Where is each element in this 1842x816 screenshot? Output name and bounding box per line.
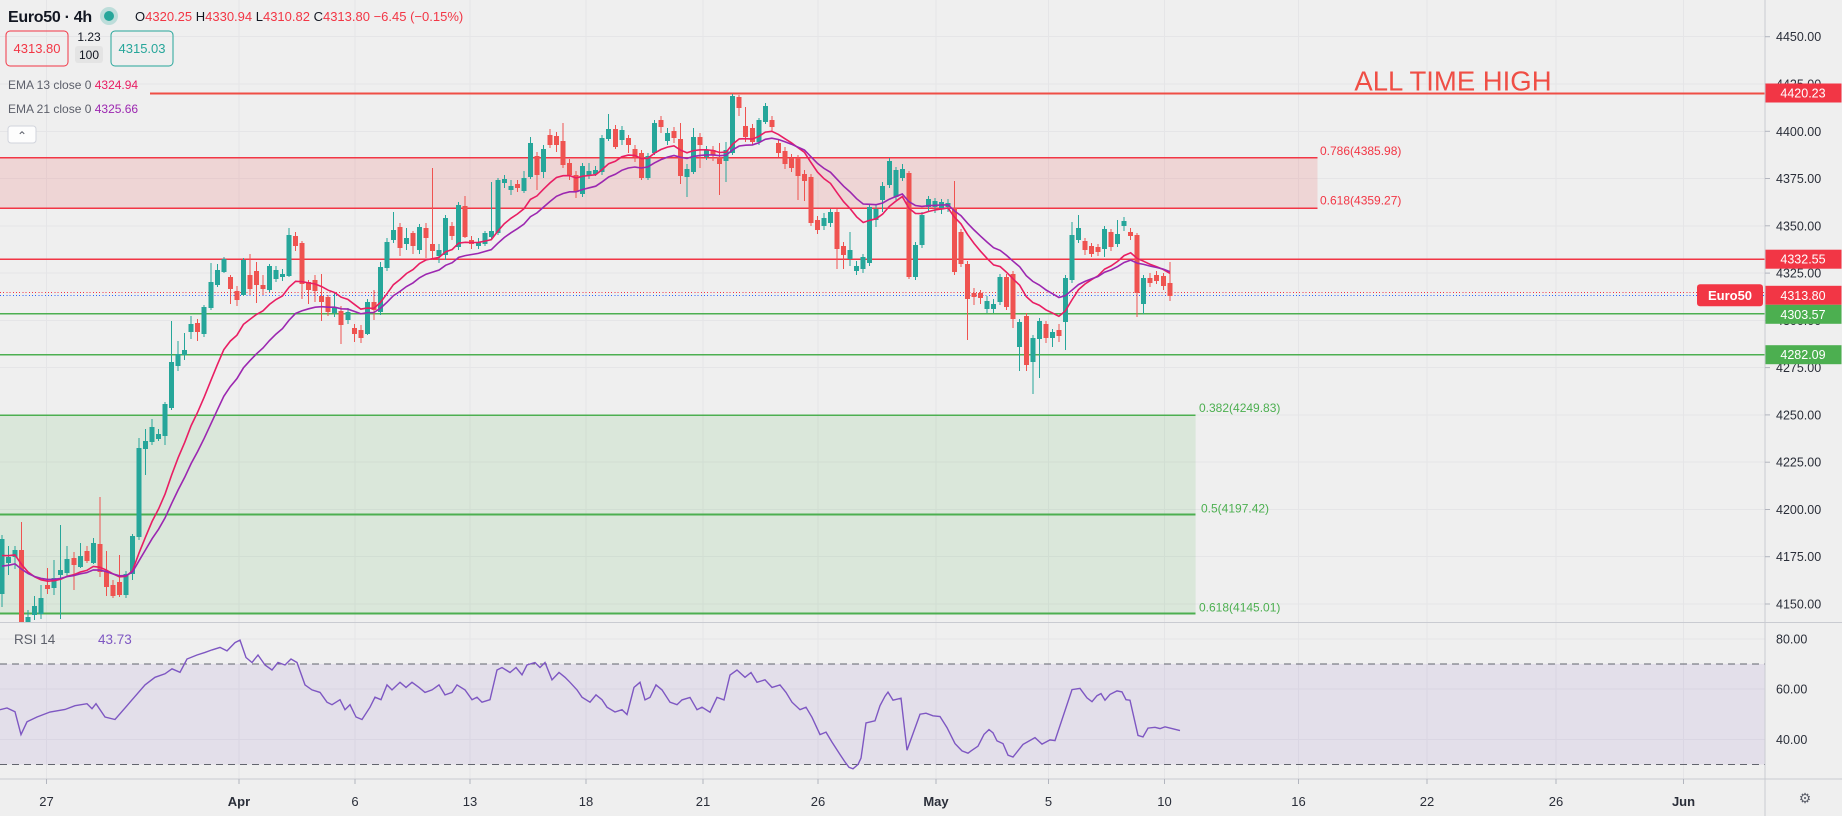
svg-text:4175.00: 4175.00 xyxy=(1776,550,1821,564)
svg-text:0.618(4145.01): 0.618(4145.01) xyxy=(1199,601,1280,615)
svg-text:10: 10 xyxy=(1157,794,1171,809)
svg-text:4420.23: 4420.23 xyxy=(1780,87,1825,101)
svg-text:4375.00: 4375.00 xyxy=(1776,172,1821,186)
svg-text:4275.00: 4275.00 xyxy=(1776,361,1821,375)
svg-text:100: 100 xyxy=(79,48,99,62)
svg-text:Apr: Apr xyxy=(228,794,250,809)
svg-text:4313.80: 4313.80 xyxy=(1780,289,1825,303)
svg-text:0.786(4385.98): 0.786(4385.98) xyxy=(1320,144,1401,158)
svg-text:4200.00: 4200.00 xyxy=(1776,503,1821,517)
svg-text:4313.80: 4313.80 xyxy=(14,41,61,56)
svg-text:Euro50: Euro50 xyxy=(1708,288,1752,303)
svg-text:26: 26 xyxy=(1549,794,1563,809)
svg-text:4150.00: 4150.00 xyxy=(1776,598,1821,612)
svg-text:0.5(4197.42): 0.5(4197.42) xyxy=(1201,502,1269,516)
svg-text:4225.00: 4225.00 xyxy=(1776,456,1821,470)
svg-text:May: May xyxy=(923,794,949,809)
svg-text:O4320.25 H4330.94 L4310.82 C43: O4320.25 H4330.94 L4310.82 C4313.80 −6.4… xyxy=(135,9,463,24)
svg-text:80.00: 80.00 xyxy=(1776,632,1807,646)
svg-text:21: 21 xyxy=(696,794,710,809)
svg-text:0.382(4249.83): 0.382(4249.83) xyxy=(1199,401,1280,415)
svg-text:18: 18 xyxy=(579,794,593,809)
svg-text:27: 27 xyxy=(39,794,53,809)
svg-text:EMA 13 close 0 4324.94: EMA 13 close 0 4324.94 xyxy=(8,78,138,92)
svg-text:5: 5 xyxy=(1045,794,1052,809)
svg-text:1.23: 1.23 xyxy=(77,30,101,44)
svg-text:4315.03: 4315.03 xyxy=(119,41,166,56)
svg-text:13: 13 xyxy=(463,794,477,809)
svg-text:40.00: 40.00 xyxy=(1776,733,1807,747)
svg-text:4303.57: 4303.57 xyxy=(1780,308,1825,322)
svg-text:43.73: 43.73 xyxy=(98,632,132,647)
svg-text:22: 22 xyxy=(1420,794,1434,809)
svg-text:4450.00: 4450.00 xyxy=(1776,30,1821,44)
svg-text:ALL TIME HIGH: ALL TIME HIGH xyxy=(1354,66,1551,97)
svg-text:0.618(4359.27): 0.618(4359.27) xyxy=(1320,194,1401,208)
svg-text:4332.55: 4332.55 xyxy=(1780,253,1825,267)
svg-text:⚙: ⚙ xyxy=(1799,790,1812,806)
svg-text:6: 6 xyxy=(351,794,358,809)
svg-text:4325.00: 4325.00 xyxy=(1776,267,1821,281)
svg-text:4250.00: 4250.00 xyxy=(1776,408,1821,422)
svg-text:RSI 14: RSI 14 xyxy=(14,632,56,647)
svg-text:60.00: 60.00 xyxy=(1776,683,1807,697)
svg-text:4282.09: 4282.09 xyxy=(1780,348,1825,362)
svg-text:26: 26 xyxy=(811,794,825,809)
svg-text:Jun: Jun xyxy=(1672,794,1695,809)
svg-text:Euro50 · 4h: Euro50 · 4h xyxy=(8,9,92,26)
svg-text:16: 16 xyxy=(1291,794,1305,809)
svg-text:⌃: ⌃ xyxy=(17,129,27,143)
svg-text:4350.00: 4350.00 xyxy=(1776,219,1821,233)
svg-text:EMA 21 close 0 4325.66: EMA 21 close 0 4325.66 xyxy=(8,102,138,116)
svg-text:4400.00: 4400.00 xyxy=(1776,125,1821,139)
